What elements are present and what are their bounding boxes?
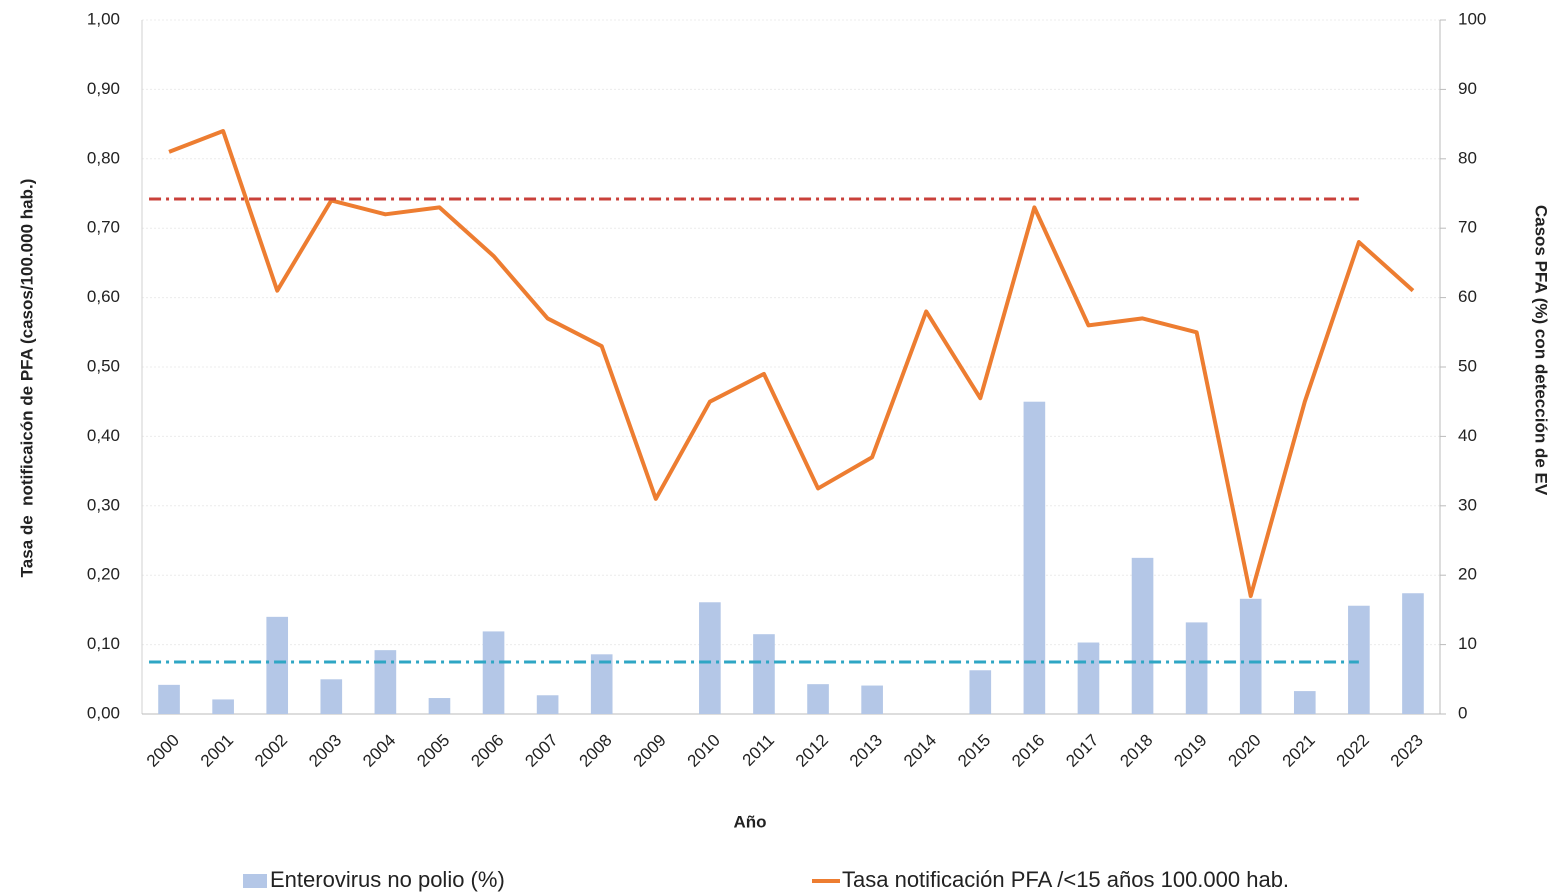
x-tick-label: 2014: [900, 731, 940, 771]
x-tick-label: 2002: [251, 731, 291, 771]
bar: [374, 650, 397, 714]
x-tick-label: 2023: [1387, 731, 1427, 771]
legend-swatch: [243, 874, 267, 888]
y2-tick-label: 10: [1458, 634, 1477, 653]
bar: [969, 670, 992, 714]
x-tick-label: 2005: [413, 731, 453, 771]
x-tick-label: 2010: [684, 731, 724, 771]
bar: [861, 685, 883, 714]
bar: [158, 684, 180, 714]
bar: [1131, 557, 1154, 714]
bar: [1293, 691, 1316, 714]
y-tick-label: 0,20: [87, 565, 120, 584]
y-axis-label: Tasa de notificaicón de PFA (casos/100.0…: [17, 179, 36, 578]
x-tick-label: 2022: [1333, 731, 1373, 771]
x-tick-label: 2021: [1279, 731, 1319, 771]
x-tick-label: 2016: [1008, 731, 1048, 771]
y-tick-label: 0,80: [87, 148, 120, 167]
bar: [753, 634, 775, 714]
y-tick-label: 0,60: [87, 287, 120, 306]
y2-tick-label: 90: [1458, 79, 1477, 98]
bar: [212, 699, 234, 714]
y-tick-label: 0,30: [87, 495, 120, 514]
y-tick-label: 0,40: [87, 426, 120, 445]
y-tick-label: 0,70: [87, 218, 120, 237]
y2-axis-label: Casos PFA (%) con detección de EV: [1532, 205, 1551, 496]
bar: [1185, 622, 1208, 714]
bar: [807, 684, 829, 714]
bar: [699, 602, 721, 714]
y2-tick-label: 0: [1458, 703, 1467, 722]
x-tick-label: 2008: [576, 731, 616, 771]
x-tick-label: 2004: [359, 731, 399, 771]
y-tick-label: 0,00: [87, 703, 120, 722]
y-tick-label: 0,50: [87, 356, 120, 375]
x-tick-label: 2020: [1225, 731, 1265, 771]
x-tick-label: 2003: [305, 731, 345, 771]
bar: [266, 616, 289, 714]
y2-tick-label: 30: [1458, 495, 1477, 514]
bar: [428, 698, 451, 714]
bar: [1023, 401, 1046, 714]
x-tick-label: 2011: [739, 731, 778, 770]
bar: [1348, 605, 1370, 714]
y-tick-label: 0,90: [87, 79, 120, 98]
x-tick-label: 2015: [954, 731, 994, 771]
x-tick-label: 2013: [846, 731, 886, 771]
x-tick-label: 2001: [197, 731, 237, 771]
line: [168, 129, 1415, 599]
legend-label: Tasa notificación PFA /<15 años 100.000 …: [842, 867, 1289, 892]
y2-tick-label: 80: [1458, 148, 1477, 167]
y2-tick-label: 70: [1458, 218, 1477, 237]
y2-tick-label: 20: [1458, 565, 1477, 584]
x-tick-label: 2018: [1116, 731, 1156, 771]
bar: [1077, 642, 1100, 714]
x-tick-label: 2012: [792, 731, 832, 771]
bar: [482, 631, 505, 714]
bar: [1239, 598, 1262, 714]
x-tick-label: 2000: [143, 731, 183, 771]
y2-tick-label: 100: [1458, 9, 1486, 28]
x-tick-label: 2019: [1170, 731, 1210, 771]
y-tick-label: 0,10: [87, 634, 120, 653]
x-tick-label: 2006: [467, 731, 507, 771]
bar: [320, 679, 343, 714]
x-tick-label: 2017: [1062, 731, 1102, 771]
x-tick-label: 2007: [521, 731, 561, 771]
bar: [590, 654, 613, 714]
legend-label: Enterovirus no polio (%): [270, 867, 505, 892]
bar: [536, 695, 559, 714]
x-tick-label: 2009: [630, 731, 670, 771]
y-tick-label: 1,00: [87, 9, 120, 28]
x-axis-label: Año: [733, 812, 766, 831]
y2-tick-label: 40: [1458, 426, 1477, 445]
bar: [1402, 593, 1424, 714]
y2-tick-label: 60: [1458, 287, 1477, 306]
y2-tick-label: 50: [1458, 356, 1477, 375]
